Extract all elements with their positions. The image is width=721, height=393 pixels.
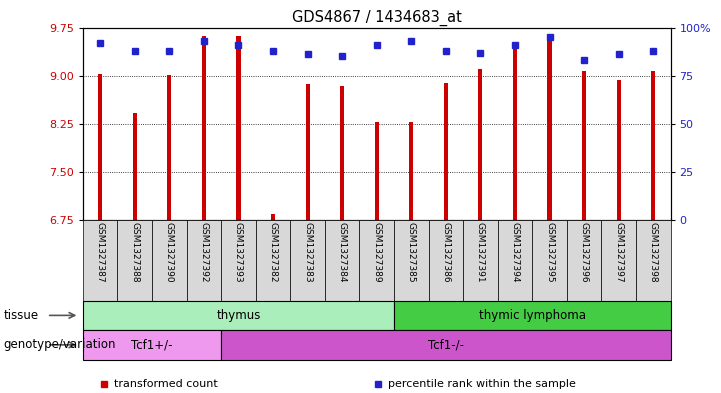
Bar — [497, 220, 532, 301]
Bar — [582, 70, 586, 220]
Bar — [478, 69, 482, 220]
Bar — [444, 83, 448, 220]
Bar — [463, 220, 497, 301]
Text: tissue: tissue — [4, 309, 39, 322]
Bar — [83, 220, 118, 301]
Text: GSM1327392: GSM1327392 — [200, 222, 208, 283]
Text: percentile rank within the sample: percentile rank within the sample — [388, 379, 576, 389]
Bar — [616, 80, 621, 220]
Text: GSM1327388: GSM1327388 — [131, 222, 139, 283]
Text: GSM1327395: GSM1327395 — [545, 222, 554, 283]
Text: GSM1327391: GSM1327391 — [476, 222, 485, 283]
Text: GSM1327383: GSM1327383 — [303, 222, 312, 283]
Text: thymic lymphoma: thymic lymphoma — [479, 309, 585, 322]
Bar — [636, 220, 671, 301]
Bar — [202, 36, 206, 220]
Bar — [340, 86, 344, 220]
Text: GSM1327393: GSM1327393 — [234, 222, 243, 283]
Text: transformed count: transformed count — [114, 379, 218, 389]
Bar — [83, 301, 394, 330]
Bar — [83, 330, 221, 360]
Bar — [271, 214, 275, 220]
Bar — [394, 220, 428, 301]
Bar — [532, 220, 567, 301]
Bar — [567, 220, 601, 301]
Bar — [360, 220, 394, 301]
Bar — [133, 113, 137, 220]
Bar — [325, 220, 360, 301]
Text: GSM1327384: GSM1327384 — [337, 222, 347, 283]
Text: thymus: thymus — [216, 309, 261, 322]
Bar — [306, 84, 309, 220]
Bar — [187, 220, 221, 301]
Bar — [236, 36, 241, 220]
Text: GSM1327386: GSM1327386 — [441, 222, 451, 283]
Bar — [98, 74, 102, 220]
Text: GSM1327394: GSM1327394 — [510, 222, 520, 283]
Bar — [291, 220, 325, 301]
Text: GSM1327397: GSM1327397 — [614, 222, 623, 283]
Title: GDS4867 / 1434683_at: GDS4867 / 1434683_at — [292, 10, 461, 26]
Bar — [410, 122, 413, 220]
Bar — [221, 220, 256, 301]
Text: GSM1327385: GSM1327385 — [407, 222, 416, 283]
Bar — [513, 46, 517, 220]
Bar — [118, 220, 152, 301]
Text: GSM1327398: GSM1327398 — [649, 222, 658, 283]
Text: GSM1327389: GSM1327389 — [372, 222, 381, 283]
Bar — [167, 75, 172, 220]
Bar — [651, 71, 655, 220]
Text: GSM1327396: GSM1327396 — [580, 222, 588, 283]
Bar — [256, 220, 291, 301]
Text: Tcf1+/-: Tcf1+/- — [131, 338, 173, 351]
Text: genotype/variation: genotype/variation — [4, 338, 116, 351]
Bar — [221, 330, 671, 360]
Bar — [152, 220, 187, 301]
Bar — [547, 36, 552, 220]
Text: Tcf1-/-: Tcf1-/- — [428, 338, 464, 351]
Text: GSM1327387: GSM1327387 — [96, 222, 105, 283]
Bar — [428, 220, 463, 301]
Text: GSM1327382: GSM1327382 — [268, 222, 278, 283]
Text: GSM1327390: GSM1327390 — [165, 222, 174, 283]
Bar — [394, 301, 671, 330]
Bar — [375, 122, 379, 220]
Bar — [601, 220, 636, 301]
